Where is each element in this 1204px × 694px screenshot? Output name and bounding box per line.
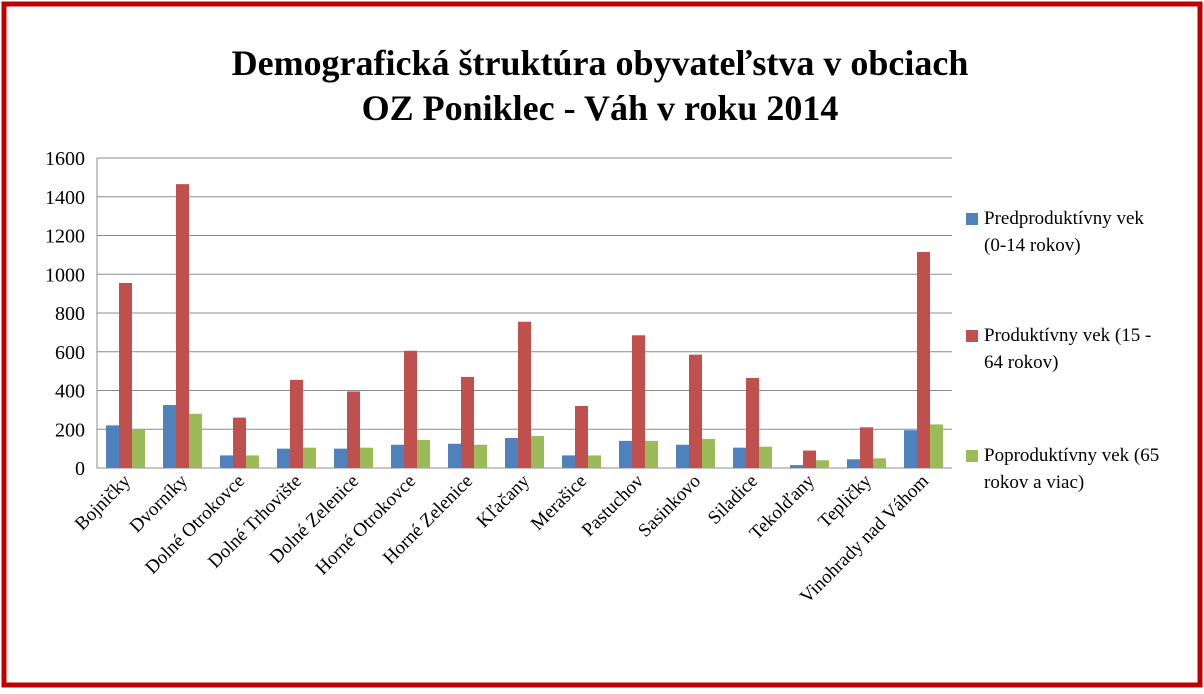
bar: [746, 377, 759, 468]
legend-swatch: [966, 213, 978, 225]
bar: [233, 417, 246, 468]
bar: [391, 444, 404, 468]
bar: [588, 455, 601, 468]
y-tick-label: 600: [55, 342, 85, 364]
chart-title: OZ Poniklec - Váh v roku 2014: [362, 88, 839, 128]
bar: [505, 437, 518, 468]
bar: [860, 427, 873, 468]
legend-swatch: [966, 450, 978, 462]
y-tick-label: 400: [55, 381, 85, 403]
bar: [220, 455, 233, 468]
bar: [347, 391, 360, 468]
bar: [404, 350, 417, 468]
bar: [461, 376, 474, 468]
bar: [904, 430, 917, 468]
bar: [847, 459, 860, 468]
bar: [702, 438, 715, 468]
x-tick-label: Bojničky: [71, 470, 135, 534]
bar: [759, 446, 772, 468]
bar: [189, 413, 202, 468]
bar: [176, 184, 189, 468]
bar: [360, 447, 373, 468]
bar: [448, 443, 461, 468]
x-tick-label: Sasinkovo: [634, 471, 705, 542]
legend-label: Predproduktívny vek (0-14 rokov): [984, 208, 1144, 256]
bar: [619, 440, 632, 468]
x-tick-label: Kľačany: [473, 470, 535, 532]
bar: [816, 460, 829, 468]
bar: [334, 448, 347, 468]
y-tick-label: 800: [55, 303, 85, 325]
legend-swatch: [966, 330, 978, 342]
bar: [246, 455, 259, 468]
y-tick-label: 1400: [45, 187, 85, 209]
bar: [474, 444, 487, 468]
y-tick-label: 200: [55, 419, 85, 441]
y-tick-label: 1000: [45, 264, 85, 286]
bar: [119, 282, 132, 468]
bar: [417, 439, 430, 468]
bar: [531, 436, 544, 468]
legend-entry: Predproduktívny vek (0-14 rokov): [984, 208, 1144, 256]
bar: [790, 465, 803, 468]
bar: [518, 321, 531, 468]
bar: [562, 455, 575, 468]
y-tick-label: 1200: [45, 226, 85, 248]
bar: [733, 447, 746, 468]
bar: [106, 425, 119, 468]
y-tick-label: 0: [75, 458, 85, 480]
chart-title: Demografická štruktúra obyvateľstva v ob…: [232, 43, 969, 83]
legend-label: Poproduktívny vek (65 rokov a viac): [984, 445, 1160, 493]
x-tick-label: Horné Otrokovce: [312, 471, 420, 579]
bar: [873, 458, 886, 468]
bar: [277, 448, 290, 468]
bar: [689, 354, 702, 468]
bar: [632, 335, 645, 468]
legend-entry: Poproduktívny vek (65 rokov a viac): [984, 445, 1160, 493]
bar: [645, 440, 658, 468]
x-tick-label: Siladice: [704, 471, 762, 529]
bar: [303, 447, 316, 468]
legend-label: Produktívny vek (15 - 64 rokov): [984, 325, 1152, 373]
bar: [930, 424, 943, 468]
legend-entry: Produktívny vek (15 - 64 rokov): [984, 325, 1152, 373]
bar: [917, 251, 930, 468]
bar: [132, 429, 145, 468]
bar: [803, 450, 816, 468]
bar: [676, 444, 689, 468]
bar: [290, 379, 303, 468]
bar: [575, 406, 588, 468]
bar: [163, 405, 176, 468]
x-tick-label: Dolné Otrokovce: [141, 471, 249, 579]
y-tick-label: 1600: [45, 148, 85, 170]
